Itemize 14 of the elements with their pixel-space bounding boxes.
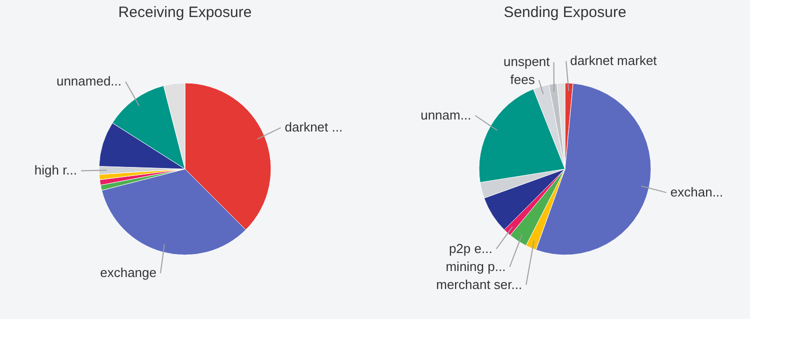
slice-label: darknet market xyxy=(570,53,658,68)
slice-label: exchan... xyxy=(670,184,724,200)
slice-label: unspent xyxy=(504,54,550,70)
slice-label: darknet ... xyxy=(284,120,343,135)
slice-label: mining p... xyxy=(446,258,506,274)
slice-label: high r... xyxy=(34,162,78,178)
chart-title: Sending Exposure xyxy=(504,4,626,21)
slice-label: unnam... xyxy=(420,107,472,122)
slice-label: fees xyxy=(510,72,536,88)
slice-label: exchange xyxy=(100,265,156,280)
slice-label: merchant ser... xyxy=(436,276,522,292)
chart-title: Receiving Exposure xyxy=(118,4,252,21)
slice-label: unnamed... xyxy=(56,74,122,89)
slice-label: p2p e... xyxy=(448,240,492,256)
